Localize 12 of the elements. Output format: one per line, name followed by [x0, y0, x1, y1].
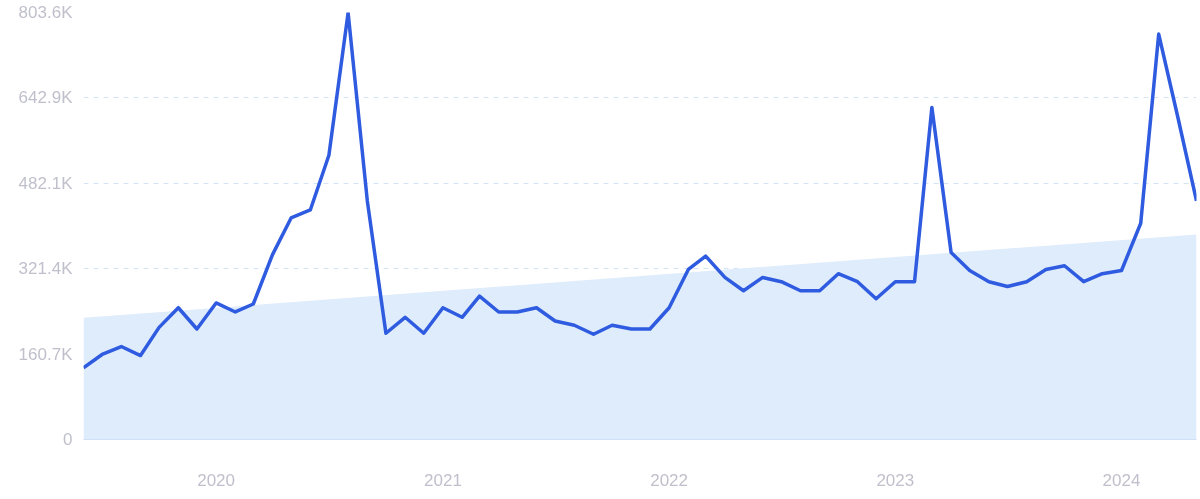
y-tick-label: 321.4K	[18, 259, 74, 279]
x-tick-label: 2021	[424, 470, 462, 490]
line-series	[83, 12, 1197, 370]
x-tick-label: 2023	[876, 470, 915, 490]
y-tick-label: 0	[63, 430, 73, 449]
y-tick-label: 482.1K	[18, 173, 74, 193]
x-tick-label: 2024	[1102, 470, 1141, 490]
y-tick-label: 803.6K	[18, 3, 74, 22]
y-tick-label: 160.7K	[18, 344, 74, 364]
x-tick-label: 2020	[197, 470, 236, 490]
y-tick-label: 642.9K	[18, 88, 74, 108]
x-tick-label: 2022	[650, 470, 689, 490]
